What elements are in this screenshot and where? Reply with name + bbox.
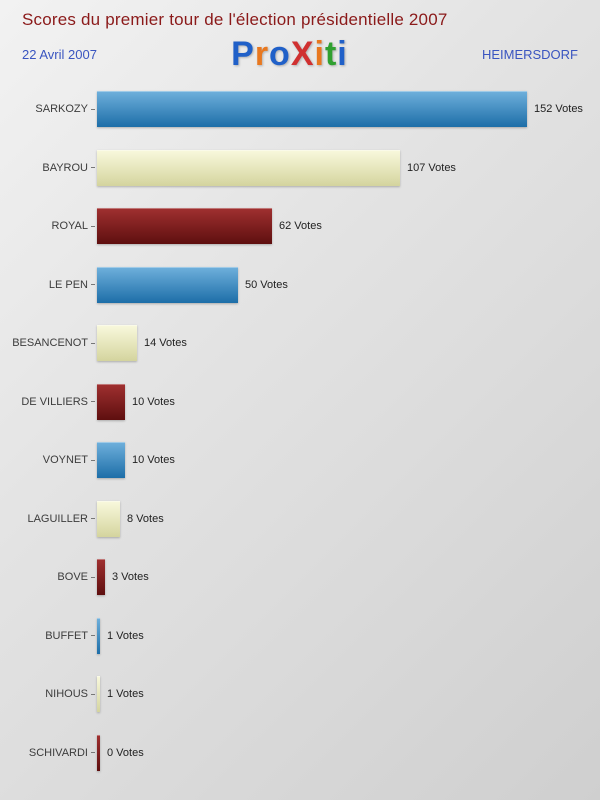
axis-tick (91, 225, 95, 227)
category-label: SCHIVARDI (28, 746, 88, 759)
bar-row: SCHIVARDI 0 Votes (0, 724, 600, 783)
axis-tick (91, 518, 95, 520)
bar-value-label: 0 Votes (107, 746, 144, 759)
bar-value-label: 107 Votes (407, 161, 456, 174)
category-label: BESANCENOT (12, 337, 88, 350)
bar-row: BAYROU 107 Votes (0, 139, 600, 198)
bar-row: NIHOUS 1 Votes (0, 665, 600, 724)
category-label: VOYNET (42, 454, 88, 467)
logo-letter: i (337, 34, 348, 73)
logo-letter: t (324, 34, 338, 73)
bar-le-pen (97, 266, 238, 303)
date-label: 22 Avril 2007 (22, 46, 97, 62)
axis-tick (91, 284, 95, 286)
proxiti-logo: ProXiti (231, 35, 348, 74)
bar-schivardi (97, 734, 100, 771)
bar-row: BUFFET 1 Votes (0, 607, 600, 666)
logo-letter: i (314, 34, 325, 73)
bar-row: BESANCENOT 14 Votes (0, 314, 600, 373)
bar-value-label: 14 Votes (144, 337, 187, 350)
category-label: BAYROU (42, 161, 88, 174)
location-label: HEIMERSDORF (481, 46, 578, 62)
bar-row: SARKOZY 152 Votes (0, 80, 600, 139)
bar-buffet (97, 617, 100, 654)
bar-value-label: 10 Votes (132, 454, 175, 467)
bar-row: BOVE 3 Votes (0, 548, 600, 607)
bar-laguiller (97, 500, 120, 537)
bar-bove (97, 559, 105, 596)
bar-besancenot (97, 325, 137, 362)
bar-bayrou (97, 149, 400, 186)
bar-value-label: 1 Votes (107, 688, 144, 701)
axis-tick (91, 167, 95, 169)
logo-letter: X (290, 34, 315, 73)
bar-chart: SARKOZY 152 Votes BAYROU 107 Votes ROYAL 62 V… (0, 76, 600, 782)
logo-letter: P (231, 34, 255, 73)
bar-de-villiers (97, 383, 125, 420)
bar-voynet (97, 442, 125, 479)
subheader: 22 Avril 2007 ProXiti HEIMERSDORF (22, 32, 578, 76)
axis-tick (91, 401, 95, 403)
bar-value-label: 3 Votes (112, 571, 149, 584)
axis-tick (91, 693, 95, 695)
axis-tick (91, 635, 95, 637)
bar-value-label: 50 Votes (245, 278, 288, 291)
bar-value-label: 10 Votes (132, 395, 175, 408)
category-label: LAGUILLER (27, 512, 88, 525)
bar-value-label: 62 Votes (279, 220, 322, 233)
axis-tick (91, 459, 95, 461)
header: Scores du premier tour de l'élection pré… (0, 0, 600, 76)
bar-value-label: 1 Votes (107, 629, 144, 642)
bar-row: DE VILLIERS 10 Votes (0, 373, 600, 432)
category-label: DE VILLIERS (21, 395, 88, 408)
bar-value-label: 152 Votes (534, 103, 583, 116)
bar-row: VOYNET 10 Votes (0, 431, 600, 490)
axis-tick (91, 342, 95, 344)
chart-title: Scores du premier tour de l'élection pré… (22, 10, 448, 29)
bar-value-label: 8 Votes (127, 512, 164, 525)
bar-sarkozy (97, 91, 527, 128)
category-label: BUFFET (45, 629, 88, 642)
logo-letter: o (269, 34, 291, 73)
bar-nihous (97, 676, 100, 713)
axis-tick (91, 108, 95, 110)
category-label: NIHOUS (45, 688, 88, 701)
bar-royal (97, 208, 272, 245)
bar-row: LE PEN 50 Votes (0, 256, 600, 315)
axis-tick (91, 752, 95, 754)
bar-row: ROYAL 62 Votes (0, 197, 600, 256)
category-label: BOVE (57, 571, 88, 584)
bar-row: LAGUILLER 8 Votes (0, 490, 600, 549)
category-label: LE PEN (48, 278, 88, 291)
category-label: SARKOZY (35, 103, 88, 116)
category-label: ROYAL (51, 220, 88, 233)
logo-letter: r (254, 34, 270, 73)
axis-tick (91, 576, 95, 578)
